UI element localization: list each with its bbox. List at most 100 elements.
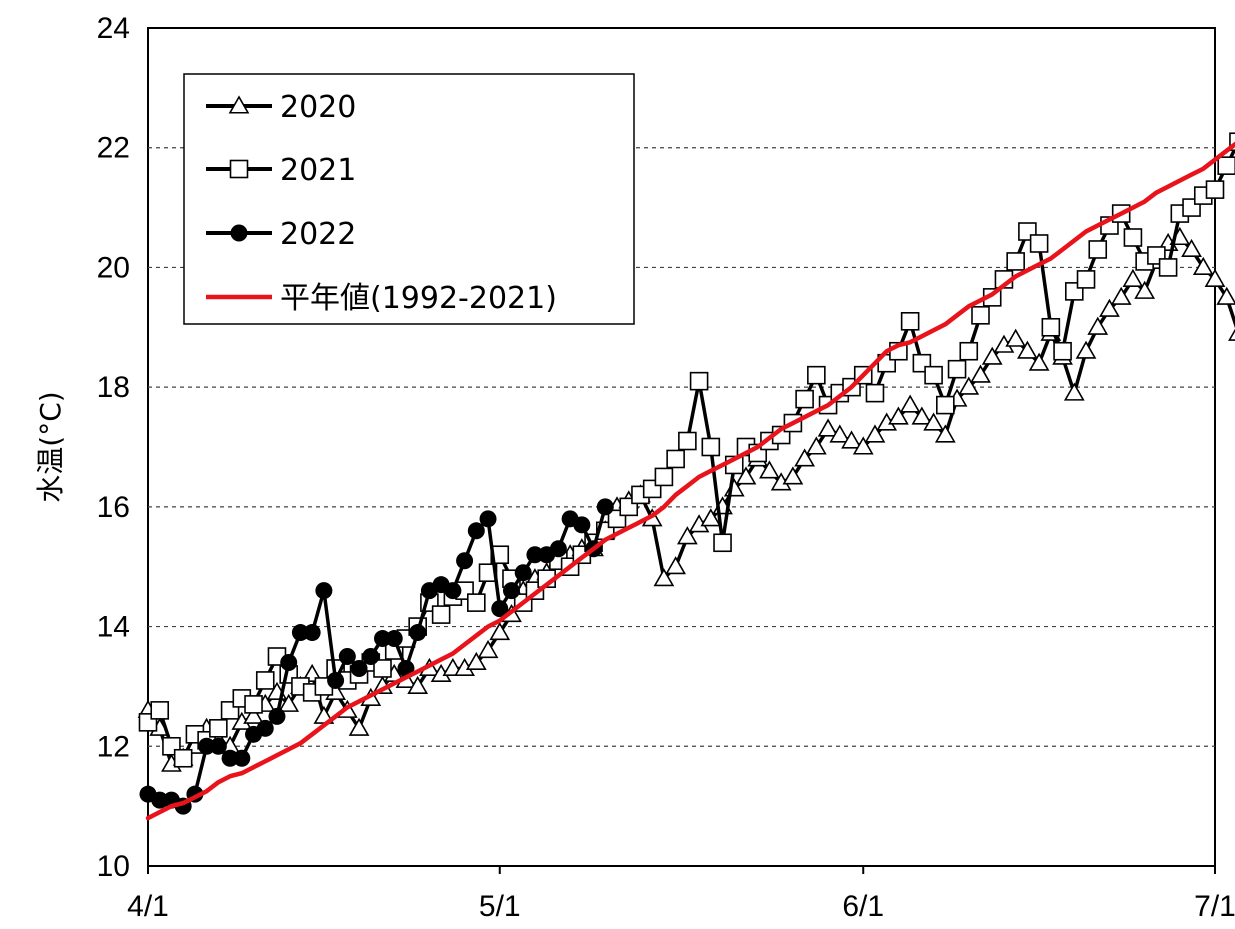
data-point (924, 365, 943, 385)
data-point (467, 593, 486, 612)
data-point (1158, 258, 1178, 277)
data-point (1216, 286, 1235, 305)
data-point (817, 418, 839, 437)
x-tick-label: 7/1 (1194, 890, 1235, 923)
legend-box (183, 73, 635, 325)
data-point (233, 749, 251, 767)
data-point (1076, 270, 1096, 289)
data-point (489, 621, 511, 641)
data-point (514, 564, 532, 582)
data-point (244, 695, 263, 714)
data-point (409, 624, 427, 642)
data-point (981, 346, 1003, 365)
data-point (864, 424, 886, 443)
data-point (947, 359, 967, 379)
y-tick-label: 12 (97, 730, 130, 763)
data-point (888, 406, 909, 425)
data-point (256, 719, 274, 737)
data-point (653, 568, 675, 587)
data-point (1228, 328, 1235, 341)
data-point (936, 395, 955, 415)
data-point (807, 365, 826, 385)
series-line (145, 141, 1235, 821)
y-axis-ticks: 10 12 14 16 18 20 22 24 (97, 12, 130, 883)
data-point (1029, 234, 1049, 253)
data-point (268, 707, 286, 725)
data-point (549, 540, 567, 558)
x-tick-label: 5/1 (479, 890, 521, 923)
data-point (1192, 256, 1214, 275)
data-point (431, 605, 451, 624)
y-tick-label: 10 (97, 850, 130, 883)
data-point (794, 448, 815, 467)
plot-area-frame (147, 27, 1216, 867)
legend-swatch-marker (230, 224, 248, 242)
data-point (374, 630, 392, 648)
y-tick-label: 24 (97, 12, 130, 45)
data-point (1205, 180, 1225, 199)
legend-label: 2022 (280, 217, 356, 252)
data-point (1005, 328, 1027, 347)
y-tick-label: 20 (97, 251, 130, 284)
data-point (1123, 228, 1143, 247)
y-axis-title: 水温(°C) (34, 391, 67, 502)
legend-swatch-marker (228, 95, 250, 114)
data-point (1087, 316, 1109, 335)
data-point (934, 424, 956, 443)
data-point (280, 653, 298, 671)
y-tick-label: 18 (97, 371, 130, 404)
data-point (1028, 352, 1050, 371)
data-point (456, 552, 474, 570)
data-point (795, 389, 814, 409)
data-point (151, 791, 169, 809)
data-point (958, 376, 980, 395)
data-point (900, 311, 920, 331)
data-point (971, 306, 990, 325)
data-point (1006, 252, 1025, 271)
data-point (397, 659, 415, 677)
data-point (407, 675, 429, 694)
data-point (291, 624, 309, 642)
data-point (502, 582, 520, 600)
data-point (1181, 238, 1202, 258)
data-point (1110, 286, 1132, 305)
data-point (491, 600, 509, 618)
data-point (678, 431, 697, 451)
y-tick-label: 16 (97, 491, 130, 524)
data-point (467, 522, 485, 540)
data-point (852, 436, 874, 455)
data-point (209, 719, 228, 738)
data-point (1122, 268, 1144, 287)
data-point (150, 701, 170, 720)
data-point (1017, 340, 1038, 359)
data-point (303, 624, 321, 642)
data-point (385, 630, 403, 648)
data-point (665, 556, 687, 575)
data-point (338, 648, 356, 665)
data-point (373, 659, 392, 678)
data-point (899, 394, 921, 413)
series-2 (139, 498, 614, 815)
data-point (923, 412, 944, 431)
x-axis-ticks: 4/1 5/1 6/1 7/1 (127, 866, 1235, 923)
data-point (713, 533, 732, 553)
data-point (1099, 298, 1120, 317)
data-point (221, 749, 239, 767)
data-point (676, 526, 698, 545)
legend-label: 平年値(1992-2021) (280, 281, 557, 316)
data-point (243, 705, 264, 724)
series-3 (145, 141, 1235, 821)
data-point (865, 383, 885, 403)
data-point (911, 406, 933, 425)
x-tick-label: 6/1 (842, 890, 884, 923)
data-point (666, 449, 685, 469)
legend: 2020 2021 2022 平年値(1992-2021) (183, 73, 635, 325)
data-point (1217, 156, 1235, 175)
data-point (829, 424, 851, 443)
data-point (526, 546, 544, 564)
data-point (1088, 240, 1108, 259)
data-point (209, 737, 227, 755)
data-point (970, 364, 991, 383)
data-point (350, 659, 368, 677)
